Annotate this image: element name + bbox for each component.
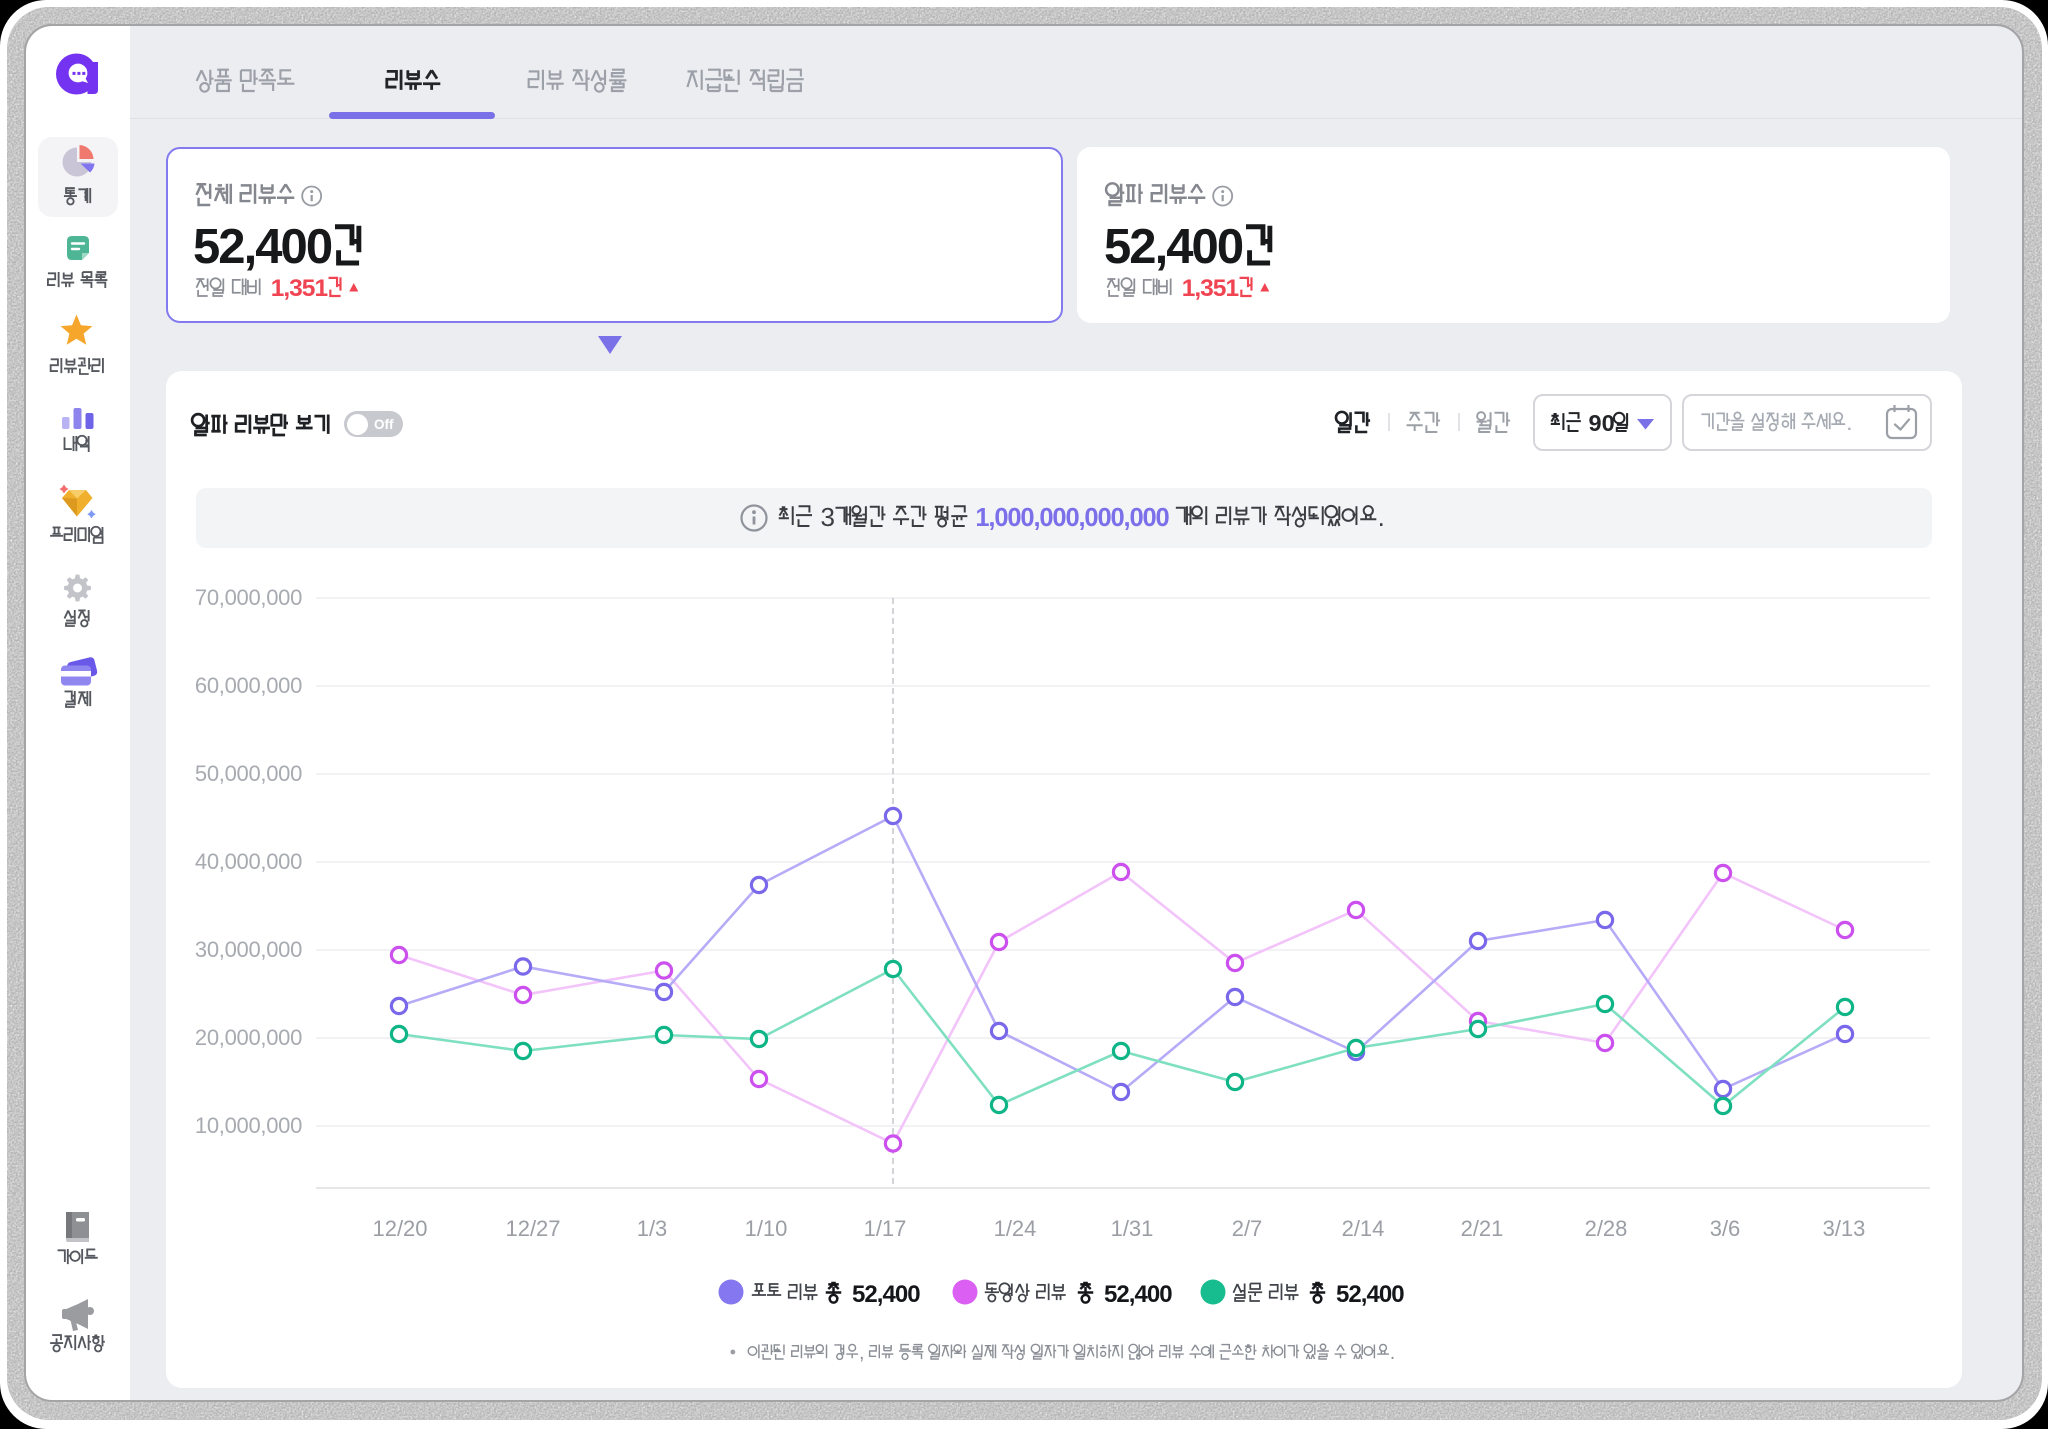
svg-text:70,000,000: 70,000,000 bbox=[195, 585, 302, 610]
svg-text:52,400: 52,400 bbox=[852, 1281, 920, 1308]
svg-text:12/20: 12/20 bbox=[372, 1216, 427, 1241]
svg-text:1/24: 1/24 bbox=[994, 1216, 1037, 1241]
svg-text:3: 3 bbox=[821, 502, 835, 532]
svg-text:1/31: 1/31 bbox=[1111, 1216, 1154, 1241]
svg-text:3/13: 3/13 bbox=[1823, 1216, 1866, 1241]
svg-text:50,000,000: 50,000,000 bbox=[195, 761, 302, 786]
svg-text:30,000,000: 30,000,000 bbox=[195, 937, 302, 962]
svg-text:.: . bbox=[1390, 1343, 1395, 1364]
svg-text:90: 90 bbox=[1589, 410, 1615, 436]
svg-text:2/21: 2/21 bbox=[1461, 1216, 1504, 1241]
svg-text:1/17: 1/17 bbox=[864, 1216, 907, 1241]
svg-text:2/7: 2/7 bbox=[1232, 1216, 1263, 1241]
svg-text:Off: Off bbox=[374, 417, 394, 432]
svg-text:,: , bbox=[859, 1343, 864, 1364]
svg-text:1/10: 1/10 bbox=[745, 1216, 788, 1241]
svg-text:3/6: 3/6 bbox=[1710, 1216, 1741, 1241]
svg-text:52,400: 52,400 bbox=[193, 220, 332, 274]
svg-text:1/3: 1/3 bbox=[637, 1216, 668, 1241]
svg-text:40,000,000: 40,000,000 bbox=[195, 849, 302, 874]
svg-text:1,351: 1,351 bbox=[271, 275, 328, 302]
svg-text:.: . bbox=[1378, 502, 1385, 532]
svg-text:2/14: 2/14 bbox=[1342, 1216, 1385, 1241]
svg-text:1,000,000,000,000: 1,000,000,000,000 bbox=[975, 504, 1169, 532]
svg-text:20,000,000: 20,000,000 bbox=[195, 1025, 302, 1050]
svg-text:12/27: 12/27 bbox=[505, 1216, 560, 1241]
svg-text:52,400: 52,400 bbox=[1104, 1281, 1172, 1308]
svg-text:52,400: 52,400 bbox=[1336, 1281, 1404, 1308]
svg-text:.: . bbox=[1846, 410, 1852, 435]
svg-text:10,000,000: 10,000,000 bbox=[195, 1113, 302, 1138]
svg-text:52,400: 52,400 bbox=[1104, 220, 1243, 274]
svg-text:1,351: 1,351 bbox=[1182, 275, 1239, 302]
svg-text:60,000,000: 60,000,000 bbox=[195, 673, 302, 698]
svg-text:2/28: 2/28 bbox=[1585, 1216, 1628, 1241]
